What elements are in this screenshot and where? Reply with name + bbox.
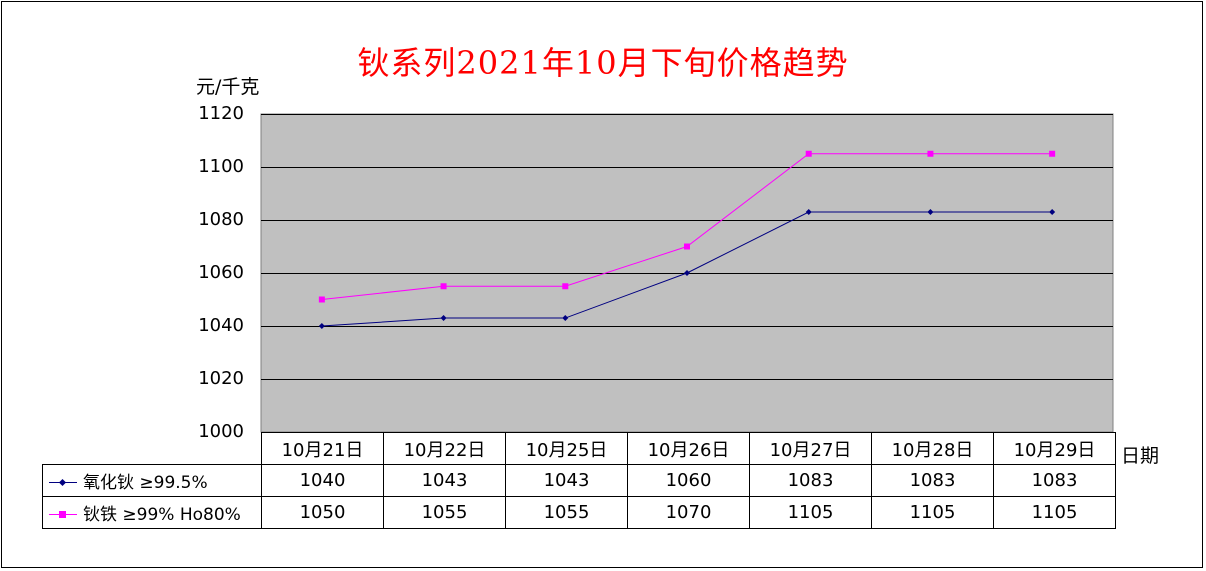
data-point: [927, 150, 934, 157]
x-axis-label: 日期: [1121, 445, 1160, 467]
diamond-marker-icon: [49, 477, 77, 489]
data-point: [684, 270, 690, 276]
data-table: 10月21日 10月22日 10月25日 10月26日 10月27日 10月28…: [42, 432, 1116, 529]
data-label: 1083: [993, 464, 1116, 497]
data-point: [805, 209, 812, 216]
data-point: [805, 150, 812, 157]
category-label: 10月29日: [993, 432, 1116, 465]
table-row: 氧化钬 ≥99.5% 1040 1043 1043 1060 1083 1083…: [42, 464, 1116, 497]
table-header-row: 10月21日 10月22日 10月25日 10月26日 10月27日 10月28…: [42, 432, 1116, 465]
data-point: [684, 243, 690, 250]
data-label: 1083: [871, 464, 994, 497]
data-point: [318, 296, 325, 303]
category-label: 10月21日: [261, 432, 384, 465]
data-point: [562, 283, 569, 290]
series-name: 钬铁 ≥99% Ho80%: [83, 505, 241, 525]
legend-entry: 钬铁 ≥99% Ho80%: [42, 496, 262, 529]
table-row: 钬铁 ≥99% Ho80% 1050 1055 1055 1070 1105 1…: [42, 496, 1116, 529]
data-label: 1083: [749, 464, 872, 497]
category-label: 10月28日: [871, 432, 994, 465]
category-label: 10月25日: [505, 432, 628, 465]
square-marker-icon: [49, 509, 77, 521]
data-label: 1055: [383, 496, 506, 529]
y-axis-label: 元/千克: [196, 76, 260, 98]
series-name: 氧化钬 ≥99.5%: [83, 473, 208, 493]
y-tick-label: 1080: [198, 209, 244, 230]
data-label: 1055: [505, 496, 628, 529]
data-label: 1105: [749, 496, 872, 529]
data-label: 1070: [627, 496, 750, 529]
data-point: [440, 283, 447, 290]
category-label: 10月22日: [383, 432, 506, 465]
chart-title: 钬系列2021年10月下旬价格趋势: [357, 44, 849, 82]
data-label: 1105: [993, 496, 1116, 529]
data-point: [927, 209, 934, 216]
y-tick-label: 1100: [198, 156, 244, 177]
data-label: 1050: [261, 496, 384, 529]
legend-entry: 氧化钬 ≥99.5%: [42, 464, 262, 497]
data-label: 1043: [383, 464, 506, 497]
data-point: [1049, 209, 1056, 216]
data-label: 1060: [627, 464, 750, 497]
y-tick-label: 1120: [198, 103, 244, 124]
table-corner: [42, 432, 262, 465]
data-point: [440, 315, 447, 322]
data-point: [318, 323, 325, 329]
data-label: 1105: [871, 496, 994, 529]
y-tick-label: 1040: [198, 315, 244, 336]
data-label: 1040: [261, 464, 384, 497]
category-label: 10月26日: [627, 432, 750, 465]
data-label: 1043: [505, 464, 628, 497]
y-tick-label: 1060: [198, 262, 244, 283]
data-point: [1049, 150, 1056, 157]
category-label: 10月27日: [749, 432, 872, 465]
data-point: [562, 315, 569, 322]
y-tick-label: 1020: [198, 368, 244, 389]
